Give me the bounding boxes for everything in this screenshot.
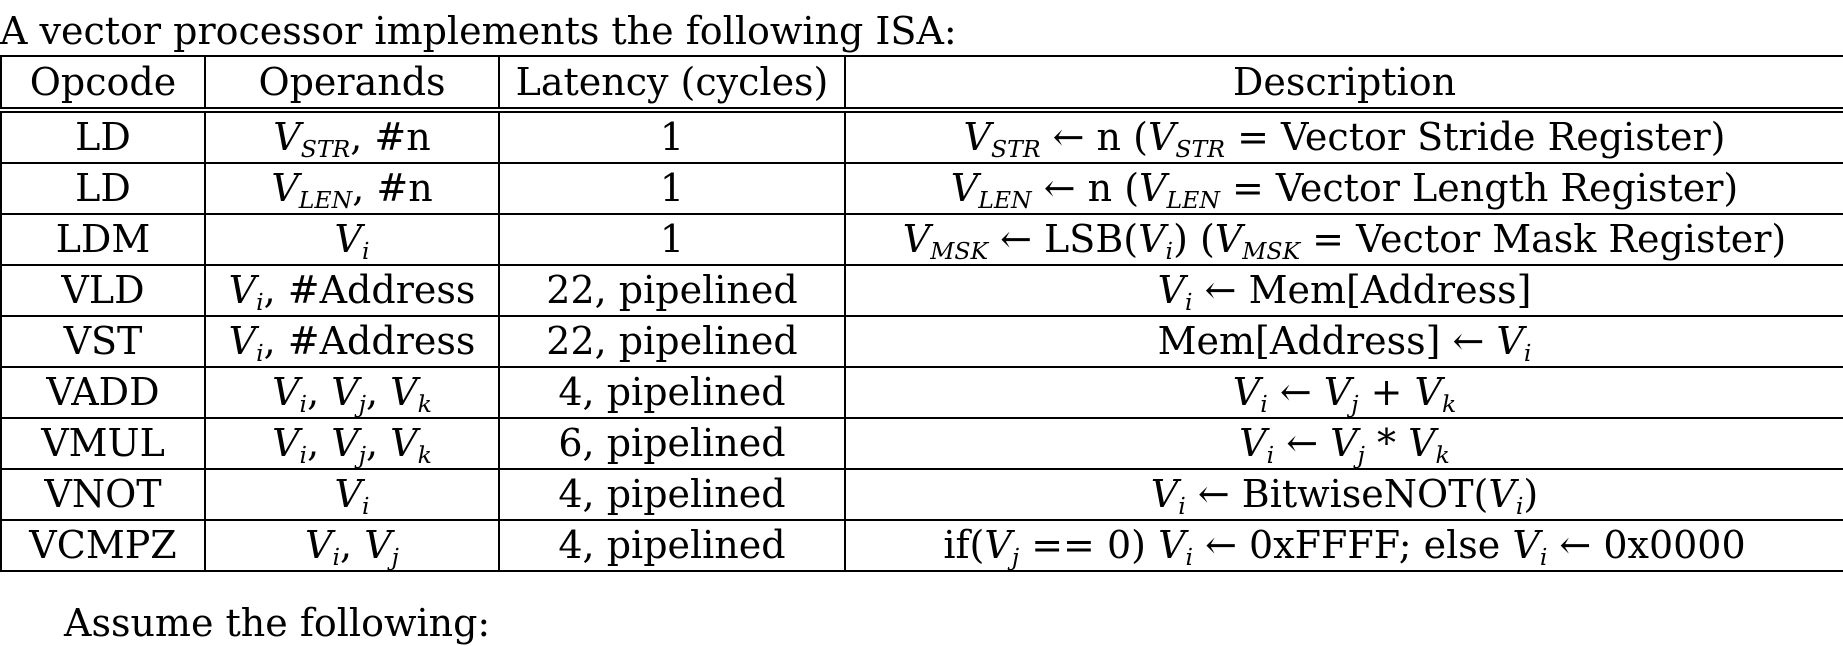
table-row: VNOT Vi 4, pipelined Vi ← BitwiseNOT(Vi) [0,468,1843,521]
operands-cell: Vi [204,213,500,266]
latency-cell: 1 [498,213,846,266]
header-opcode: Opcode [0,55,206,113]
table-row: VCMPZ Vi, Vj 4, pipelined if(Vj == 0) Vi ← … [0,519,1843,572]
header-description: Description [844,55,1843,113]
operands-cell: VSTR, #n [204,109,500,164]
latency-cell: 4, pipelined [498,366,846,419]
operands-cell: Vi, Vj, Vk [204,366,500,419]
latency-cell: 4, pipelined [498,519,846,572]
operands-cell: Vi, #Address [204,315,500,368]
table-row: LD VSTR, #n 1 VSTR ← n (VSTR = Vector Strid… [0,109,1843,164]
header-latency: Latency (cycles) [498,55,846,113]
opcode-cell: LDM [0,213,206,266]
table-row: VLD Vi, #Address 22, pipelined Vi ← Mem[Add… [0,264,1843,317]
table-row: LD VLEN, #n 1 VLEN ← n (VLEN = Vector Lengt… [0,162,1843,215]
latency-cell: 6, pipelined [498,417,846,470]
opcode-cell: VLD [0,264,206,317]
header-operands: Operands [204,55,500,113]
operands-cell: Vi, Vj, Vk [204,417,500,470]
opcode-cell: LD [0,162,206,215]
intro-text: A vector processor implements the follow… [0,9,957,53]
opcode-cell: LD [0,109,206,164]
opcode-cell: VMUL [0,417,206,470]
operands-cell: Vi [204,468,500,521]
description-cell: VLEN ← n (VLEN = Vector Length Register) [844,162,1843,215]
operands-cell: Vi, #Address [204,264,500,317]
table-row: LDM Vi 1 VMSK ← LSB(Vi) (VMSK = Vector Mask… [0,213,1843,266]
latency-cell: 22, pipelined [498,264,846,317]
table-row: VST Vi, #Address 22, pipelined Mem[Address]… [0,315,1843,368]
opcode-cell: VCMPZ [0,519,206,572]
description-cell: VSTR ← n (VSTR = Vector Stride Register) [844,109,1843,164]
latency-cell: 4, pipelined [498,468,846,521]
operands-cell: VLEN, #n [204,162,500,215]
operands-cell: Vi, Vj [204,519,500,572]
isa-table: Opcode Operands Latency (cycles) Descrip… [0,55,1843,572]
table-row: VADD Vi, Vj, Vk 4, pipelined Vi ← Vj + Vk [0,366,1843,419]
opcode-cell: VADD [0,366,206,419]
description-cell: VMSK ← LSB(Vi) (VMSK = Vector Mask Regis… [844,213,1843,266]
description-cell: Vi ← Vj + Vk [844,366,1843,419]
description-cell: Vi ← BitwiseNOT(Vi) [844,468,1843,521]
opcode-cell: VNOT [0,468,206,521]
outro-text: Assume the following: [64,601,491,645]
latency-cell: 22, pipelined [498,315,846,368]
table-row: VMUL Vi, Vj, Vk 6, pipelined Vi ← Vj * Vk [0,417,1843,470]
latency-cell: 1 [498,109,846,164]
opcode-cell: VST [0,315,206,368]
description-cell: if(Vj == 0) Vi ← 0xFFFF; else Vi ← 0x000… [844,519,1843,572]
description-cell: Mem[Address] ← Vi [844,315,1843,368]
latency-cell: 1 [498,162,846,215]
header-row: Opcode Operands Latency (cycles) Descrip… [0,55,1843,113]
table-body: LD VSTR, #n 1 VSTR ← n (VSTR = Vector Strid… [0,109,1843,572]
description-cell: Vi ← Mem[Address] [844,264,1843,317]
description-cell: Vi ← Vj * Vk [844,417,1843,470]
